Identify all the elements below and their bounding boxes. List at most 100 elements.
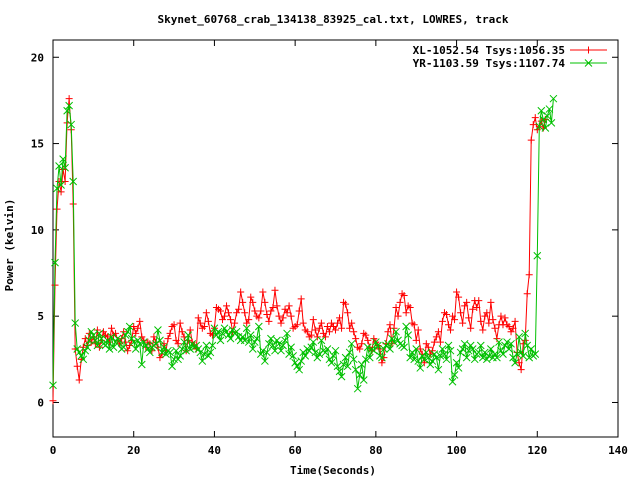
data-point [131, 345, 140, 353]
data-point [313, 333, 321, 341]
data-point [513, 350, 521, 359]
data-point [466, 341, 475, 350]
data-point [75, 376, 83, 384]
data-point [83, 343, 92, 352]
data-point [204, 317, 212, 325]
data-point [134, 324, 142, 332]
data-point [315, 324, 323, 332]
data-point [250, 338, 259, 346]
data-point [394, 336, 402, 345]
data-point [87, 327, 96, 336]
data-point [237, 288, 245, 296]
data-point [477, 317, 485, 325]
y-tick-label: 15 [31, 138, 44, 151]
legend-swatch-marker [585, 46, 592, 54]
data-point [194, 314, 202, 322]
data-point [452, 358, 461, 367]
x-tick-label: 40 [208, 444, 221, 457]
data-point [174, 340, 182, 348]
data-point [136, 317, 144, 325]
data-point [71, 319, 80, 327]
data-point [269, 341, 277, 350]
data-point [126, 342, 134, 350]
data-point [141, 341, 150, 350]
data-point [345, 348, 354, 357]
data-point [192, 341, 201, 350]
data-point [263, 348, 271, 357]
data-point [509, 324, 517, 332]
data-point [257, 307, 265, 315]
data-point [327, 358, 336, 367]
data-point [406, 304, 414, 312]
data-point [507, 339, 515, 348]
data-point [386, 345, 394, 353]
data-point [321, 333, 329, 341]
data-point [487, 298, 495, 306]
data-point [376, 345, 384, 353]
data-point [123, 327, 132, 336]
data-point [295, 365, 304, 374]
data-point [214, 327, 223, 336]
data-point [218, 329, 227, 338]
data-point [208, 331, 216, 339]
data-point [497, 346, 505, 355]
data-point [317, 336, 326, 345]
data-point [458, 345, 467, 353]
data-point [473, 304, 481, 312]
data-point [245, 316, 253, 324]
data-point [212, 331, 221, 340]
data-point [464, 346, 473, 355]
data-point [55, 162, 63, 170]
data-point [463, 298, 471, 306]
data-point [457, 309, 465, 317]
data-point [73, 345, 82, 353]
data-point [525, 271, 533, 279]
data-point [531, 350, 540, 359]
data-point [162, 350, 170, 359]
data-point [311, 348, 320, 357]
data-point [519, 352, 528, 360]
data-point [451, 316, 459, 324]
data-point [499, 350, 507, 359]
data-point [301, 352, 310, 360]
data-point [321, 348, 330, 357]
data-point [297, 357, 306, 365]
data-point [323, 323, 331, 331]
data-point [297, 295, 305, 303]
data-point [61, 178, 69, 186]
data-point [438, 345, 447, 353]
data-point [392, 304, 400, 312]
data-point [537, 106, 546, 115]
data-point [517, 348, 525, 357]
data-point [527, 136, 535, 144]
data-point [515, 359, 523, 367]
data-point [247, 293, 255, 301]
data-point [348, 319, 356, 327]
data-point [426, 360, 435, 369]
data-point [283, 329, 291, 338]
data-point [182, 346, 191, 355]
data-point [380, 345, 388, 353]
y-tick-label: 5 [37, 310, 44, 323]
data-point [362, 331, 370, 339]
data-point [226, 334, 235, 343]
data-point [154, 326, 162, 334]
data-point [279, 341, 287, 350]
data-point [533, 251, 542, 260]
data-point [254, 322, 263, 331]
legend-label: YR-1103.59 Tsys:1107.74 [413, 57, 566, 70]
data-point [460, 339, 469, 348]
data-point [420, 355, 429, 364]
data-point [216, 307, 224, 315]
plot-area [52, 39, 619, 438]
data-point [475, 297, 483, 305]
data-point [69, 177, 78, 186]
data-point [465, 314, 473, 322]
data-point [355, 371, 364, 379]
data-point [53, 205, 61, 213]
data-point [424, 343, 432, 351]
data-point [337, 372, 346, 381]
data-point [77, 352, 86, 360]
data-point [204, 352, 213, 360]
data-point [485, 352, 493, 360]
